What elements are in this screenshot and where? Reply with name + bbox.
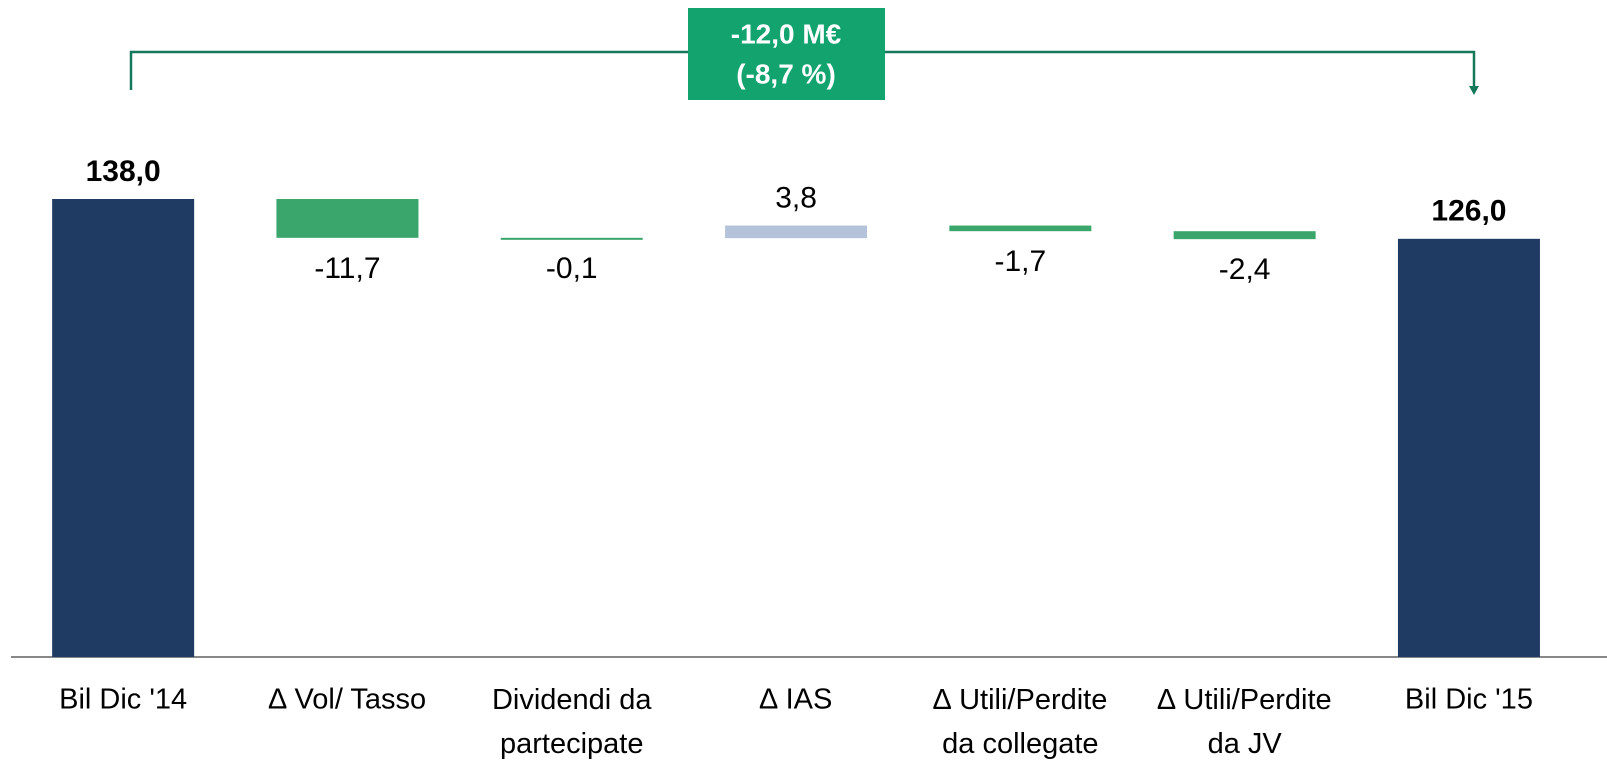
value-label: 138,0	[86, 155, 161, 188]
value-label: 126,0	[1431, 195, 1506, 228]
x-tick-label: ∆ Vol/ Tasso	[269, 684, 426, 716]
value-label: -0,1	[546, 252, 598, 285]
value-label: -11,7	[314, 252, 380, 285]
annotation: -12,0 M€	[731, 18, 842, 49]
value-label: -2,4	[1219, 253, 1271, 286]
x-tick-label: Bil Dic '14	[59, 684, 187, 716]
bar	[500, 237, 643, 240]
bar	[949, 225, 1092, 232]
x-tick-label: ∆ Utili/Perdite da collegate	[933, 684, 1107, 760]
bracket-arrow	[1469, 86, 1479, 95]
value-label: -1,7	[994, 245, 1046, 278]
x-tick-label: ∆ IAS	[760, 684, 833, 716]
annotation-box	[688, 8, 885, 100]
annotation: (-8,7 %)	[736, 58, 836, 89]
bar	[276, 199, 419, 238]
bar	[52, 199, 195, 657]
x-tick-label: ∆ Utili/Perdite da JV	[1158, 684, 1332, 760]
bar	[725, 225, 868, 239]
bar	[1173, 231, 1316, 240]
bar	[1397, 238, 1540, 657]
x-tick-label: Bil Dic '15	[1405, 684, 1533, 716]
x-tick-label: Dividendi da partecipate	[492, 684, 652, 760]
value-label: 3,8	[775, 181, 817, 214]
